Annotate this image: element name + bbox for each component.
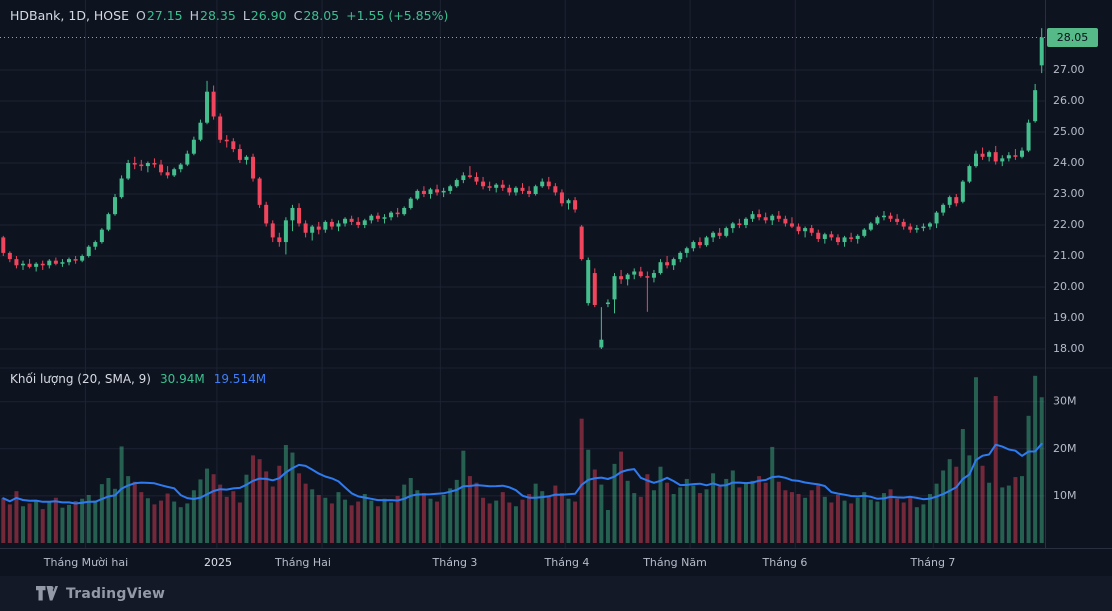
svg-text:25.00: 25.00 <box>1053 125 1085 138</box>
time-axis-month-label: Tháng Hai <box>275 556 331 569</box>
time-axis-month-label: Tháng 4 <box>544 556 590 569</box>
volume-legend[interactable]: Khối lượng (20, SMA, 9) 30.94M 19.514M <box>10 372 266 386</box>
time-axis-year-label: 2025 <box>204 556 232 569</box>
svg-text:30M: 30M <box>1053 395 1077 408</box>
symbol-title[interactable]: HDBank, 1D, HOSE <box>10 8 129 23</box>
time-axis-month-label: Tháng 7 <box>910 556 956 569</box>
svg-text:19.00: 19.00 <box>1053 311 1085 324</box>
high-value: H 28.35 <box>189 8 236 23</box>
svg-text:10M: 10M <box>1053 489 1077 502</box>
tradingview-logo-link[interactable]: TradingView <box>36 586 165 602</box>
chart-widget[interactable]: 27.00 26.00 25.00 24.00 23.00 22.00 21.00 20.00… <box>0 0 1112 577</box>
svg-text:21.00: 21.00 <box>1053 249 1085 262</box>
change-value: +1.55 (+5.85%) <box>346 8 449 23</box>
close-value: C 28.05 <box>293 8 340 23</box>
tradingview-logo-icon <box>36 586 58 601</box>
open-value: O 27.15 <box>135 8 183 23</box>
volume-current-value: 30.94M <box>160 372 205 386</box>
time-axis[interactable]: Tháng Mười hai 2025 Tháng Hai Tháng 3 Tháng … <box>0 548 1112 577</box>
svg-text:24.00: 24.00 <box>1053 156 1085 169</box>
svg-text:22.00: 22.00 <box>1053 218 1085 231</box>
low-value: L 26.90 <box>242 8 287 23</box>
svg-text:20M: 20M <box>1053 442 1077 455</box>
tradingview-logo-text: TradingView <box>66 585 166 602</box>
time-axis-month-label: Tháng Năm <box>643 556 707 569</box>
time-axis-month-label: Tháng 6 <box>762 556 808 569</box>
svg-text:20.00: 20.00 <box>1053 280 1085 293</box>
svg-text:23.00: 23.00 <box>1053 187 1085 200</box>
volume-indicator-title[interactable]: Khối lượng (20, SMA, 9) <box>10 372 151 386</box>
svg-text:18.00: 18.00 <box>1053 342 1085 355</box>
svg-text:27.00: 27.00 <box>1053 63 1085 76</box>
price-axis-border <box>1045 0 1046 576</box>
last-price-label: 28.05 <box>1047 27 1098 47</box>
bottom-bar: TradingView <box>0 576 1112 611</box>
svg-text:26.00: 26.00 <box>1053 94 1085 107</box>
time-axis-month-label: Tháng 3 <box>432 556 478 569</box>
candlestick-volume-chart[interactable]: 27.00 26.00 25.00 24.00 23.00 22.00 21.00 20.00… <box>0 0 1112 576</box>
time-axis-month-label: Tháng Mười hai <box>43 556 129 569</box>
volume-sma-value: 19.514M <box>213 372 267 386</box>
